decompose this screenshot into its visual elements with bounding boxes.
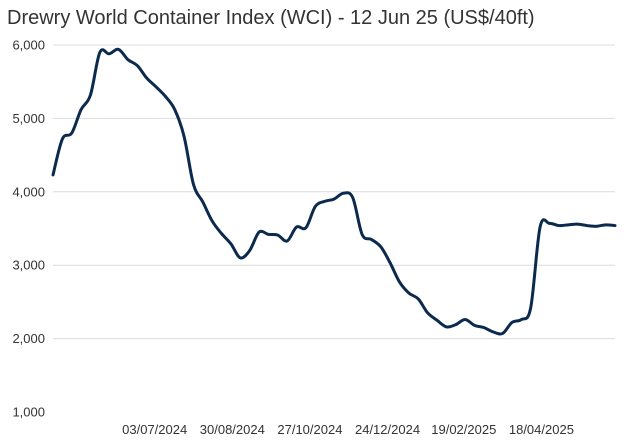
- chart-title: Drewry World Container Index (WCI) - 12 …: [7, 7, 535, 29]
- x-tick-label: 18/04/2025: [509, 422, 574, 437]
- gridlines: [53, 44, 615, 340]
- x-tick-label: 27/10/2024: [277, 422, 342, 437]
- y-axis-tick-labels: 1,000 2,000 3,000 4,000 5,000 6,000: [12, 38, 45, 420]
- series-layer: [51, 47, 617, 336]
- y-tick-label: 1,000: [12, 405, 45, 420]
- x-axis-tick-labels: 03/07/2024 30/08/2024 27/10/2024 24/12/2024…: [122, 422, 574, 437]
- x-tick-label: 24/12/2024: [355, 422, 420, 437]
- x-tick-label: 19/02/2025: [431, 422, 496, 437]
- y-tick-label: 4,000: [12, 184, 45, 199]
- wci-series-line: [51, 47, 617, 336]
- y-tick-label: 2,000: [12, 331, 45, 346]
- x-tick-label: 03/07/2024: [122, 422, 187, 437]
- x-tick-label: 30/08/2024: [200, 422, 265, 437]
- y-tick-label: 5,000: [12, 111, 45, 126]
- y-tick-label: 6,000: [12, 38, 45, 53]
- y-tick-label: 3,000: [12, 258, 45, 273]
